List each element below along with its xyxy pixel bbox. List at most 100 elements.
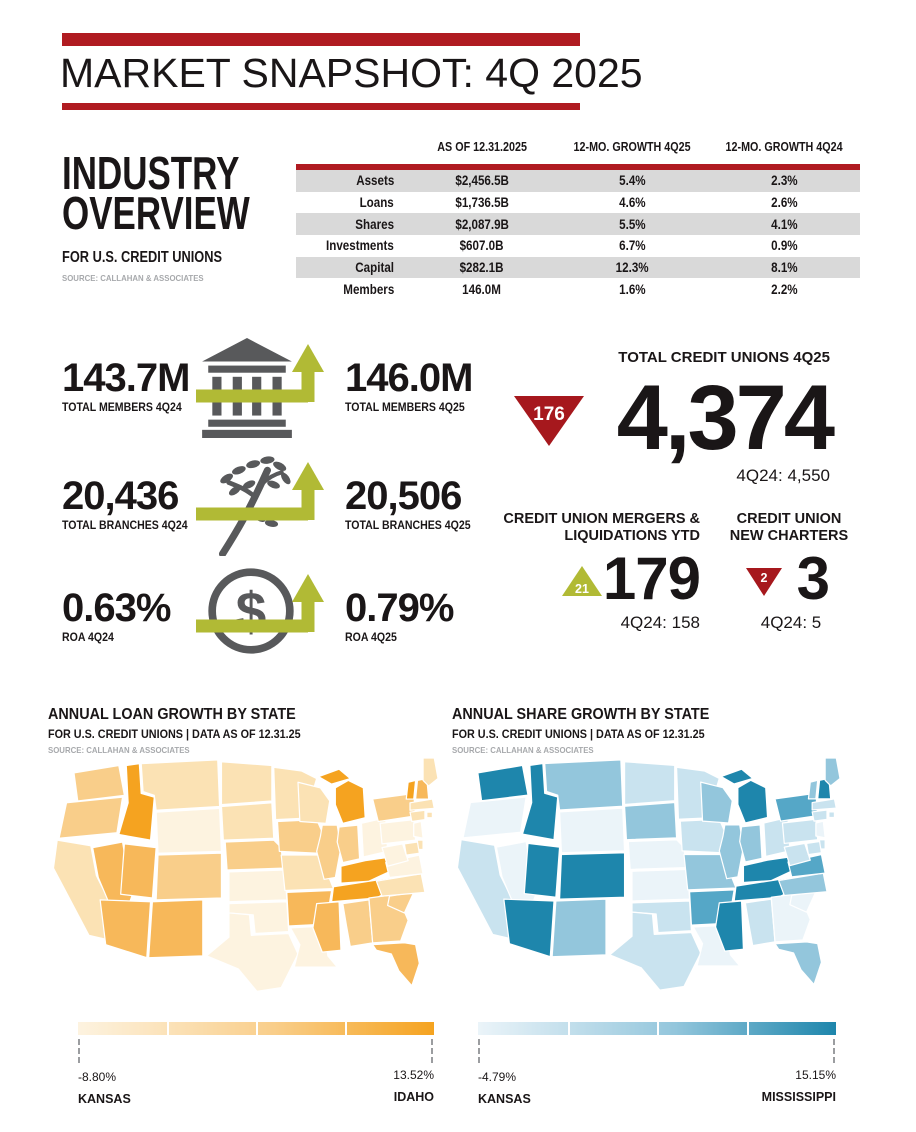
- share-growth-map-section: ANNUAL SHARE GROWTH BY STATE FOR U.S. CR…: [450, 706, 840, 1126]
- state-wy: [558, 807, 626, 854]
- state-ms: [714, 900, 745, 952]
- legend-tick-min: [78, 1039, 80, 1063]
- mergers-change: 21: [575, 582, 589, 596]
- total-credit-unions-value: 4,374: [616, 367, 835, 469]
- stat-row-members: 143.7M TOTAL MEMBERS 4Q24 146.0M TOTAL M…: [0, 334, 480, 454]
- table-row-members: Members 146.0M 1.6% 2.2%: [296, 278, 860, 300]
- mergers-value: 179: [602, 545, 701, 612]
- growth-arrow-icon: [196, 462, 324, 521]
- down-triangle-icon: 176: [514, 396, 584, 446]
- industry-overview-table: AS OF 12.31.2025 12-MO. GROWTH 4Q25 12-M…: [296, 134, 860, 300]
- state-id: [521, 762, 559, 841]
- roa-4q24-value: 0.63%: [62, 586, 171, 630]
- state-wv: [381, 843, 409, 867]
- legend-min-state: KANSAS: [78, 1092, 131, 1106]
- table-header-asof: AS OF 12.31.2025: [408, 140, 556, 154]
- state-mi: [720, 768, 754, 785]
- loan-map-title: ANNUAL LOAN GROWTH BY STATE: [48, 706, 296, 723]
- state-mi: [737, 779, 769, 824]
- table-row-capital: Capital $282.1B 12.3% 8.1%: [296, 256, 860, 279]
- state-al: [744, 898, 776, 947]
- state-co: [155, 852, 223, 901]
- state-co: [558, 852, 626, 900]
- table-row-shares: Shares $2,087.9B 5.5% 4.1%: [296, 213, 860, 236]
- state-mt: [140, 759, 221, 811]
- state-ks: [631, 868, 691, 902]
- industry-overview-subtitle: FOR U.S. CREDIT UNIONS: [62, 249, 223, 266]
- charters-prior: 4Q24: 5: [760, 613, 822, 632]
- state-il: [316, 824, 342, 880]
- members-4q25-value: 146.0M: [345, 356, 473, 400]
- state-ct: [811, 809, 828, 822]
- row-value: 146.0M: [462, 281, 502, 297]
- state-il: [718, 824, 745, 880]
- total-credit-unions-prior: 4Q24: 4,550: [736, 466, 830, 485]
- industry-overview-source: SOURCE: CALLAHAN & ASSOCIATES: [62, 273, 204, 283]
- state-ks: [228, 869, 288, 903]
- roa-4q25-value: 0.79%: [345, 586, 454, 630]
- table-header-growth-4q25-label: 12-MO. GROWTH 4Q25: [573, 140, 691, 154]
- state-az: [503, 898, 555, 958]
- industry-overview-line2: OVERVIEW: [62, 187, 250, 239]
- industry-overview-line1: INDUSTRY: [62, 147, 240, 199]
- state-tx: [609, 911, 702, 991]
- state-id: [118, 762, 155, 841]
- state-nd: [220, 761, 273, 806]
- state-ut: [120, 843, 157, 899]
- growth-arrow-icon: [196, 344, 324, 403]
- state-mi: [317, 768, 351, 785]
- legend-max-value: 15.15%: [795, 1068, 836, 1082]
- table-header-growth-4q25: 12-MO. GROWTH 4Q25: [556, 140, 708, 154]
- state-nd: [623, 761, 676, 806]
- state-nm: [551, 898, 607, 958]
- state-wv: [783, 842, 811, 867]
- mergers-title-line1: CREDIT UNION MERGERS &: [503, 511, 700, 527]
- legend-tick-max: [431, 1039, 433, 1063]
- legend-gradient-bar: [478, 1022, 836, 1035]
- charters-value: 3: [796, 545, 830, 612]
- state-me: [422, 758, 438, 787]
- row-value: $282.1B: [460, 260, 504, 276]
- legend-max-value: 13.52%: [393, 1068, 434, 1082]
- row-value: 12.3%: [615, 260, 649, 276]
- state-ma: [409, 798, 435, 811]
- loan-map-source: SOURCE: CALLAHAN & ASSOCIATES: [48, 745, 190, 755]
- mergers-prior: 4Q24: 158: [620, 613, 700, 632]
- branches-4q24-label: TOTAL BRANCHES 4Q24: [62, 518, 188, 532]
- state-sd: [220, 802, 275, 841]
- row-value: 2.3%: [770, 173, 798, 189]
- state-vt: [807, 779, 819, 800]
- table-row-assets: Assets $2,456.5B 5.4% 2.3%: [296, 170, 860, 192]
- state-ct: [409, 809, 426, 823]
- row-value: $607.0B: [460, 238, 504, 254]
- legend-min-value: -8.80%: [78, 1070, 117, 1084]
- legend-gradient-bar: [78, 1022, 434, 1035]
- total-credit-unions-title: TOTAL CREDIT UNIONS 4Q25: [618, 349, 830, 366]
- row-value: $1,736.5B: [455, 195, 509, 211]
- row-label: Members: [343, 281, 394, 297]
- state-nj: [413, 820, 424, 839]
- up-triangle-icon: 21: [562, 566, 602, 596]
- legend-max-state: IDAHO: [393, 1090, 434, 1104]
- legend-min-value: -4.79%: [478, 1070, 517, 1084]
- state-wy: [155, 807, 223, 854]
- legend-tick-max: [833, 1039, 835, 1063]
- table-header-row: AS OF 12.31.2025 12-MO. GROWTH 4Q25 12-M…: [296, 134, 860, 154]
- loan-map-legend: -8.80% KANSAS 13.52% IDAHO: [78, 1022, 434, 1122]
- roa-4q25-label: ROA 4Q25: [345, 630, 397, 644]
- share-map-title: ANNUAL SHARE GROWTH BY STATE: [452, 706, 710, 723]
- members-4q25-label: TOTAL MEMBERS 4Q25: [345, 400, 465, 414]
- state-ut: [523, 842, 561, 898]
- state-nj: [815, 820, 826, 839]
- row-value: 6.7%: [618, 238, 646, 254]
- row-label: Capital: [355, 260, 394, 276]
- row-label: Loans: [359, 195, 394, 211]
- legend-max-state: MISSISSIPPI: [761, 1090, 836, 1104]
- row-value: 0.9%: [770, 238, 798, 254]
- share-map-source: SOURCE: CALLAHAN & ASSOCIATES: [452, 745, 594, 755]
- state-or: [462, 796, 527, 839]
- loan-map-subtitle: FOR U.S. CREDIT UNIONS | DATA AS OF 12.3…: [48, 727, 301, 741]
- members-4q24-label: TOTAL MEMBERS 4Q24: [62, 400, 182, 414]
- row-label: Shares: [355, 216, 394, 232]
